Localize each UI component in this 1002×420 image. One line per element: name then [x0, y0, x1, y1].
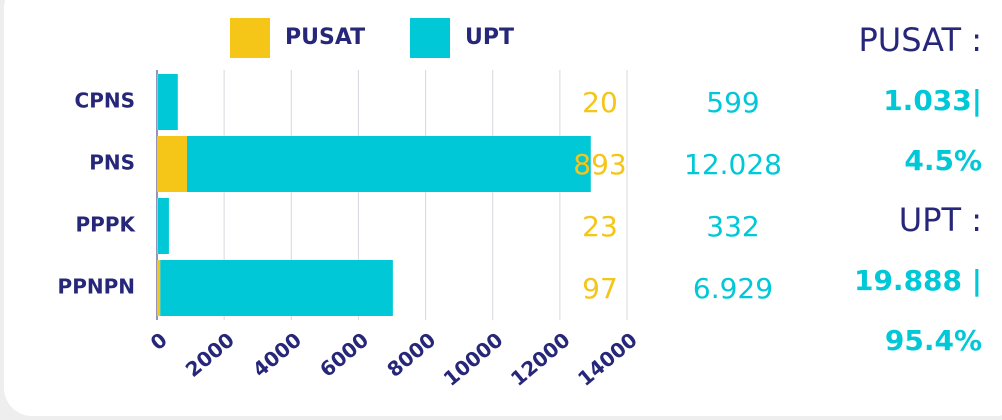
- value-label: 12.028: [684, 148, 782, 181]
- legend-label: UPT: [465, 25, 514, 50]
- summary-text: 1.033|: [883, 84, 982, 117]
- value-label: 6.929: [693, 272, 773, 305]
- y-tick-label: CPNS: [75, 89, 135, 113]
- bar-segment: [157, 198, 169, 254]
- value-label: 23: [582, 210, 618, 243]
- summary-text: PUSAT :: [858, 21, 982, 59]
- bar-segment: [186, 136, 591, 192]
- y-tick-label: PPPK: [76, 213, 137, 237]
- value-label: 20: [582, 86, 618, 119]
- summary-text: 95.4%: [885, 324, 982, 357]
- value-label: 97: [582, 272, 618, 305]
- legend-swatch: [410, 18, 450, 58]
- summary-text: 19.888 |: [854, 264, 982, 297]
- bar-segment: [157, 74, 158, 130]
- summary-text: 4.5%: [904, 144, 982, 177]
- value-label: 332: [706, 210, 759, 243]
- bar-segment: [157, 260, 161, 316]
- value-label: 599: [706, 86, 759, 119]
- bar-segment: [157, 136, 187, 192]
- y-tick-label: PPNPN: [58, 275, 135, 299]
- summary-text: UPT :: [899, 201, 982, 239]
- bar-segment: [157, 74, 178, 130]
- value-label: 893: [573, 148, 626, 181]
- panel: [4, 0, 1002, 416]
- legend-label: PUSAT: [285, 25, 365, 50]
- bar-segment: [160, 260, 393, 316]
- legend-swatch: [230, 18, 270, 58]
- y-tick-label: PNS: [89, 151, 135, 175]
- bar-segment: [157, 198, 158, 254]
